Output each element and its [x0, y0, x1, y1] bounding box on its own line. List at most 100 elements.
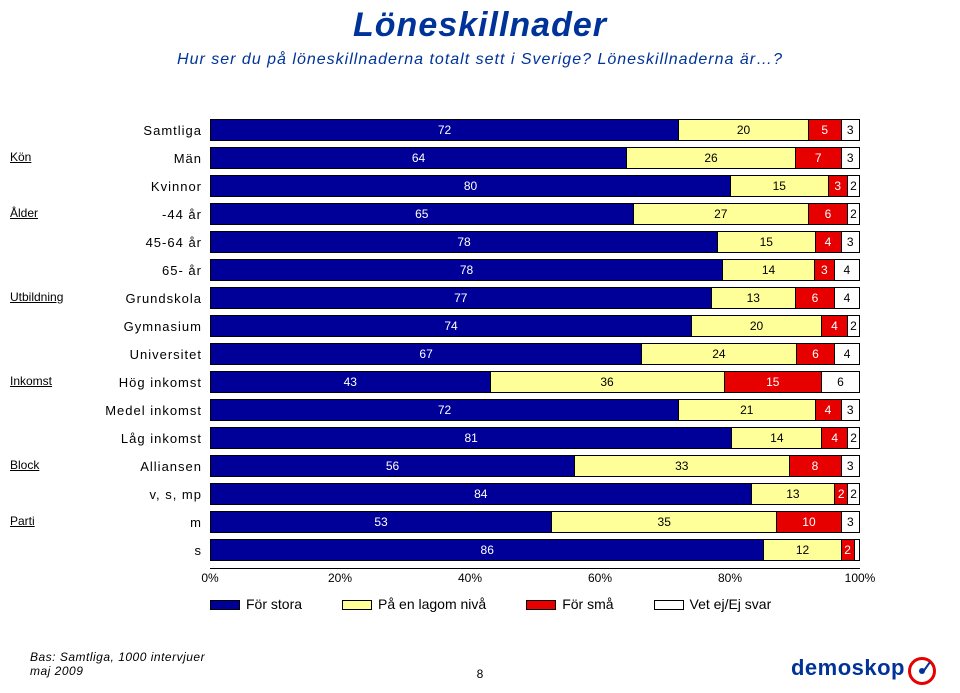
bar-segment: 2	[841, 539, 854, 561]
bar-segment: 4	[821, 315, 847, 337]
group-label: Block	[10, 458, 39, 472]
group-label: Ålder	[10, 206, 38, 220]
bar-stack: 4336156	[210, 371, 860, 393]
bar-segment: 78	[210, 259, 722, 281]
bar-segment: 2	[834, 483, 847, 505]
chart-row: Samtliga722053	[90, 116, 910, 144]
row-label: Alliansen	[90, 459, 210, 474]
bar-segment: 4	[834, 259, 860, 281]
bar-segment: 56	[210, 455, 574, 477]
chart-row: Hög inkomst4336156	[90, 368, 910, 396]
bar-segment: 10	[776, 511, 840, 533]
axis-tick: 100%	[845, 571, 876, 585]
chart-row: Medel inkomst722143	[90, 396, 910, 424]
bar-segment: 35	[551, 511, 776, 533]
group-label: Kön	[10, 150, 31, 164]
bar-stack: 771364	[210, 287, 860, 309]
legend-label: För små	[562, 596, 613, 612]
x-axis: 0%20%40%60%80%100%	[210, 568, 860, 586]
bar-segment: 24	[641, 343, 795, 365]
bar-segment: 13	[711, 287, 796, 309]
row-label: Kvinnor	[90, 179, 210, 194]
row-label: Grundskola	[90, 291, 210, 306]
bar-segment: 65	[210, 203, 633, 225]
legend-swatch-icon	[210, 600, 240, 610]
chart-row: Låg inkomst811442	[90, 424, 910, 452]
bar-stack: 722143	[210, 399, 860, 421]
row-label: -44 år	[90, 207, 210, 222]
bar-segment: 26	[626, 147, 795, 169]
bar-segment: 81	[210, 427, 731, 449]
row-label: Hög inkomst	[90, 375, 210, 390]
footer-line1: Bas: Samtliga, 1000 intervjuer	[30, 650, 205, 664]
bar-segment: 86	[210, 539, 763, 561]
bar-segment: 36	[490, 371, 724, 393]
bar-segment: 2	[847, 175, 860, 197]
logo-mark-icon	[908, 657, 930, 679]
bar-segment: 67	[210, 343, 641, 365]
bar-segment: 2	[847, 203, 860, 225]
bar-segment: 77	[210, 287, 711, 309]
bar-stack: 781434	[210, 259, 860, 281]
bar-segment: 5	[808, 119, 841, 141]
chart-row: s86122	[90, 536, 910, 564]
bar-segment: 3	[841, 231, 861, 253]
row-label: Män	[90, 151, 210, 166]
row-label: Medel inkomst	[90, 403, 210, 418]
legend: För storaPå en lagom nivåFör småVet ej/E…	[210, 596, 910, 612]
bar-stack: 563383	[210, 455, 860, 477]
chart-row: m5335103	[90, 508, 910, 536]
chart-rows: Samtliga722053Män642673Kvinnor801532-44 …	[90, 116, 910, 564]
bar-segment: 3	[841, 119, 861, 141]
bar-segment: 4	[821, 427, 847, 449]
bar-segment: 78	[210, 231, 717, 253]
bar-segment: 84	[210, 483, 751, 505]
bar-segment: 2	[847, 483, 860, 505]
legend-swatch-icon	[654, 600, 684, 610]
bar-segment: 4	[834, 343, 860, 365]
group-label: Inkomst	[10, 374, 52, 388]
chart-row: 65- år781434	[90, 256, 910, 284]
chart-area: Samtliga722053Män642673Kvinnor801532-44 …	[90, 116, 910, 612]
legend-label: På en lagom nivå	[378, 596, 486, 612]
bar-segment: 53	[210, 511, 551, 533]
bar-segment: 15	[724, 371, 822, 393]
bar-stack: 801532	[210, 175, 860, 197]
bar-segment: 6	[795, 287, 834, 309]
bar-segment: 4	[834, 287, 860, 309]
bar-stack: 781543	[210, 231, 860, 253]
bar-segment: 15	[730, 175, 828, 197]
chart-row: Alliansen563383	[90, 452, 910, 480]
bar-segment: 14	[722, 259, 814, 281]
bar-segment: 8	[789, 455, 841, 477]
bar-segment: 43	[210, 371, 490, 393]
bar-segment: 72	[210, 119, 678, 141]
row-label: 45-64 år	[90, 235, 210, 250]
bar-stack: 642673	[210, 147, 860, 169]
bar-segment: 3	[828, 175, 848, 197]
bar-segment: 6	[821, 371, 860, 393]
bar-stack: 811442	[210, 427, 860, 449]
group-label: Parti	[10, 514, 35, 528]
page-subtitle: Hur ser du på löneskillnaderna totalt se…	[0, 51, 960, 69]
group-label: Utbildning	[10, 290, 63, 304]
chart-row: -44 år652762	[90, 200, 910, 228]
bar-segment: 3	[841, 511, 860, 533]
bar-segment: 13	[751, 483, 835, 505]
footer-note: Bas: Samtliga, 1000 intervjuer maj 2009	[30, 650, 205, 678]
logo-text: demoskop	[791, 655, 905, 681]
bar-segment: 2	[847, 315, 860, 337]
bar-stack: 5335103	[210, 511, 860, 533]
axis-tick: 0%	[201, 571, 218, 585]
bar-stack: 841322	[210, 483, 860, 505]
legend-item: Vet ej/Ej svar	[654, 596, 772, 612]
bar-segment: 4	[815, 399, 841, 421]
bar-segment: 15	[717, 231, 815, 253]
bar-stack: 86122	[210, 539, 860, 561]
bar-segment: 12	[763, 539, 840, 561]
bar-segment: 20	[691, 315, 821, 337]
row-label: Universitet	[90, 347, 210, 362]
bar-segment: 21	[678, 399, 815, 421]
bar-stack: 672464	[210, 343, 860, 365]
row-label: Gymnasium	[90, 319, 210, 334]
